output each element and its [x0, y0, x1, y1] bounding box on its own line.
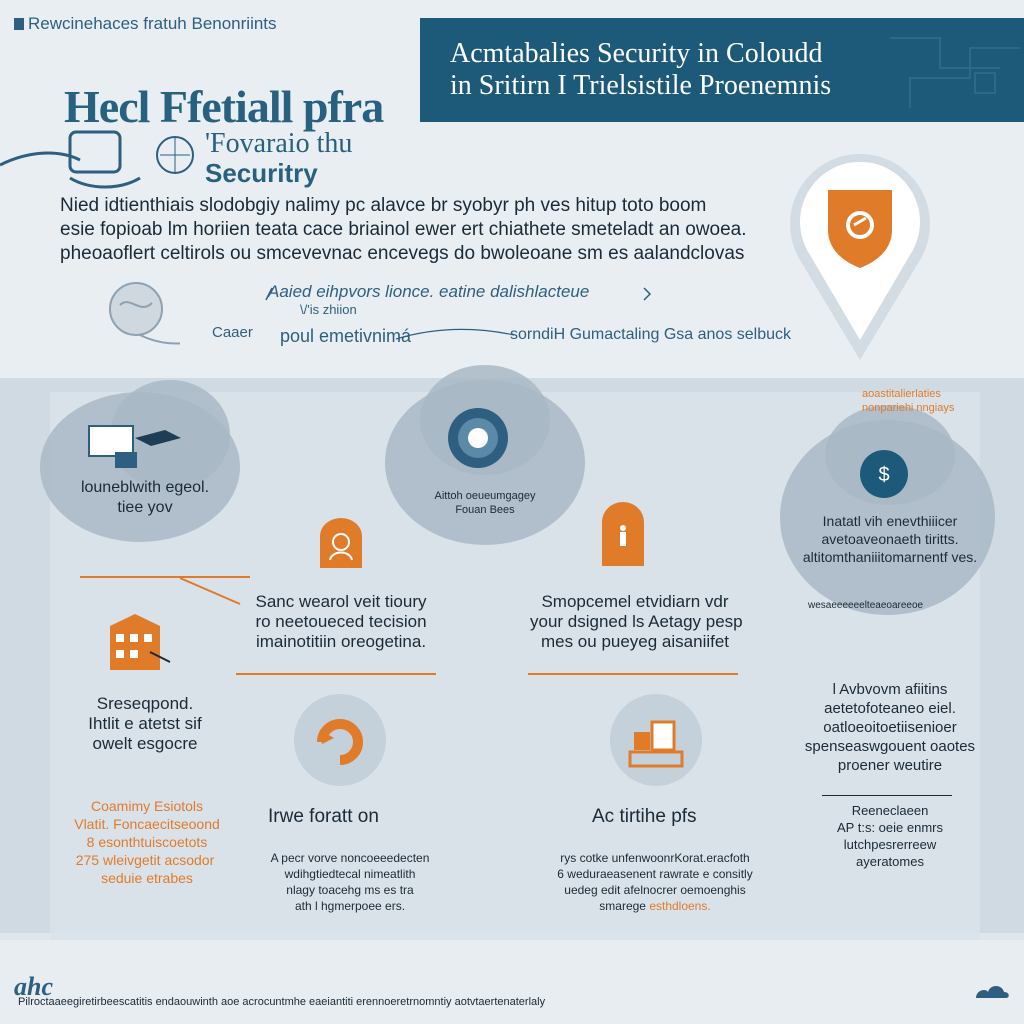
- body-line: nlagy toacehg ms es tra: [286, 883, 414, 897]
- left-orange-2: Vlatit. Foncaecitseoond: [74, 816, 220, 832]
- right-line-5: proener weutire: [837, 757, 943, 774]
- left-orange-1: Coamimy Esiotols: [90, 798, 204, 814]
- page-title: Hecl Ffetiall pfra: [64, 81, 384, 132]
- right-small-3: lutchpesrerreew: [843, 837, 937, 852]
- divider-line: [528, 673, 738, 675]
- gear-lock-icon: [448, 408, 508, 468]
- user-badge-icon: [320, 518, 362, 568]
- right-line-4: spenseaswgouent oaotes: [804, 738, 976, 755]
- body-line: A pecr vorve noncoeeedecten: [270, 851, 430, 865]
- mid1-line-1: Sanc wearol veit tioury: [255, 592, 427, 611]
- device-icon: [88, 425, 181, 468]
- right-small-4: ayeratomes: [856, 854, 924, 869]
- cloud-hand-icon: [0, 130, 194, 189]
- cloud-left-sub: tiee yov: [117, 499, 173, 516]
- cloud-right-text-1: Inatatl vih enevthiiicer: [822, 513, 958, 529]
- section-heading-1: Irwe foratt on: [268, 806, 379, 827]
- globe-icon: [109, 282, 180, 345]
- body-line: ath l hgmerpoee ers.: [294, 899, 406, 913]
- right-small-1: Reeneclaeen: [851, 803, 929, 818]
- mid1-line-3: imainotitiin oreogetina.: [255, 632, 427, 651]
- right-divider: [822, 795, 952, 796]
- mid2-line-2: your dsigned ls Aetagy pesp: [530, 612, 743, 631]
- body-text: smarege: [599, 899, 646, 913]
- shield-pin-icon: [790, 153, 930, 360]
- mid2-line-1: Smopcemel etvidiarn vdr: [541, 592, 729, 611]
- section-body-1: A pecr vorve noncoeeedecten wdihgtiedtec…: [250, 850, 450, 914]
- person-badge-icon: [602, 502, 644, 566]
- intro-line: esie fopioab lm horiien teata cace briai…: [60, 219, 747, 240]
- body-highlight: esthdloens.: [649, 899, 711, 913]
- body-line: uedeg edit afelnocrer oemoenghis: [564, 883, 746, 897]
- tag-marker-icon: [14, 18, 24, 30]
- left-orange-3: 8 esonthtuiscoetots: [86, 834, 208, 850]
- footer-logo: ahc: [14, 972, 53, 1001]
- left-orange-5: seduie etrabes: [101, 870, 193, 886]
- right-line-2: aetetofoteaneo eiel.: [824, 700, 956, 717]
- intro-line: Nied idtienthiais slodobgiy nalimy pc al…: [60, 195, 707, 216]
- refresh-icon: [294, 694, 386, 786]
- mid1-line-2: ro neetoueced tecision: [255, 612, 427, 631]
- chevron-right-icon: [643, 287, 652, 301]
- right-line-1: l Avbvovm afiitins: [832, 681, 948, 698]
- left-title-2: Ihtlit e atetst sif: [88, 714, 202, 733]
- divider-angle: [180, 577, 241, 605]
- cloud-center-label: Aittoh oeueumgagey: [434, 490, 536, 502]
- section-heading-2: Ac tirtihe pfs: [592, 806, 697, 827]
- flow-caption-c: sorndiH Gumactaling Gsa anos selbuck: [510, 326, 792, 343]
- cloud-left-label: louneblwith egeol.: [80, 479, 210, 496]
- divider-line: [80, 576, 250, 578]
- cloud-right-tag-1: aoastitalierlaties: [862, 388, 941, 400]
- cloud-right-foot: wesaeeeeeelteaeoareeoe: [808, 600, 924, 611]
- body-line: wdihgtiedtecal nimeatlith: [284, 867, 416, 881]
- subtitle-line-2: Securitry: [205, 158, 318, 188]
- footer-text: Pilroctaaeegiretirbeescatitis endaouwint…: [18, 996, 546, 1008]
- intro-line: pheoaoflert celtirols ou smcevevnac ence…: [60, 243, 745, 264]
- building-icon: [110, 614, 171, 670]
- left-orange-4: 275 wleivgetit acsodor: [75, 852, 215, 868]
- connector-line: [396, 328, 515, 340]
- dollar-icon: $: [860, 450, 908, 498]
- intro-paragraph: Nied idtienthiais slodobgiy nalimy pc al…: [60, 194, 760, 266]
- top-tag: Rewcinehaces fratuh Benonriints: [14, 14, 277, 34]
- body-line: smarege esthdloens.: [520, 898, 790, 914]
- desk-icon: [610, 694, 702, 786]
- cloud-center-sub: Fouan Bees: [455, 504, 515, 516]
- circuit-decoration-icon: [890, 37, 1020, 108]
- section-body-2: rys cotke unfenwoonrKorat.eracfoth 6 wed…: [520, 850, 790, 914]
- mid2-line-3: mes ou pueyeg aisaniifet: [540, 632, 730, 651]
- left-title-1: Sreseqpond.: [96, 694, 194, 713]
- right-small-2: AP t:s: oeie enmrs: [837, 820, 943, 835]
- banner-line-2: in Sritirn I Trielsistile Proenemnis: [450, 70, 832, 101]
- body-line: 6 weduraeasenent rawrate e consitly: [557, 867, 753, 881]
- left-title-3: owelt esgocre: [92, 734, 198, 753]
- right-line-3: oatloeoitoetiisenioer: [823, 719, 957, 736]
- cloud-right-tag-2: nonpariehi nngiays: [862, 402, 955, 414]
- footer-background: [0, 940, 1024, 1024]
- chevron-left-icon: [265, 287, 273, 301]
- subtitle-line-1: 'Fovaraio thu: [205, 128, 353, 159]
- flow-caption-a: Caaer: [212, 324, 253, 341]
- title-banner: Acmtabalies Security in Coloudd in Sriti…: [420, 18, 1024, 122]
- flow-note: Aaied eihpvors lionce. eatine dalishlact…: [268, 282, 590, 301]
- banner-line-1: Acmtabalies Security in Coloudd: [450, 38, 823, 69]
- divider-line: [236, 673, 436, 675]
- top-tag-text: Rewcinehaces fratuh Benonriints: [28, 14, 277, 33]
- flow-caption-b: poul emetivnimá: [280, 326, 412, 346]
- cloud-right-text-3: altitomthaniiitomarnentf ves.: [802, 549, 978, 565]
- svg-text:$: $: [878, 464, 889, 486]
- cloud-right-text-2: avetoaveonaeth tiritts.: [821, 531, 959, 547]
- body-line: rys cotke unfenwoonrKorat.eracfoth: [560, 851, 750, 865]
- footer-cloud-icon: [976, 986, 1009, 998]
- flow-note-sub: \/'is zhiion: [300, 302, 357, 317]
